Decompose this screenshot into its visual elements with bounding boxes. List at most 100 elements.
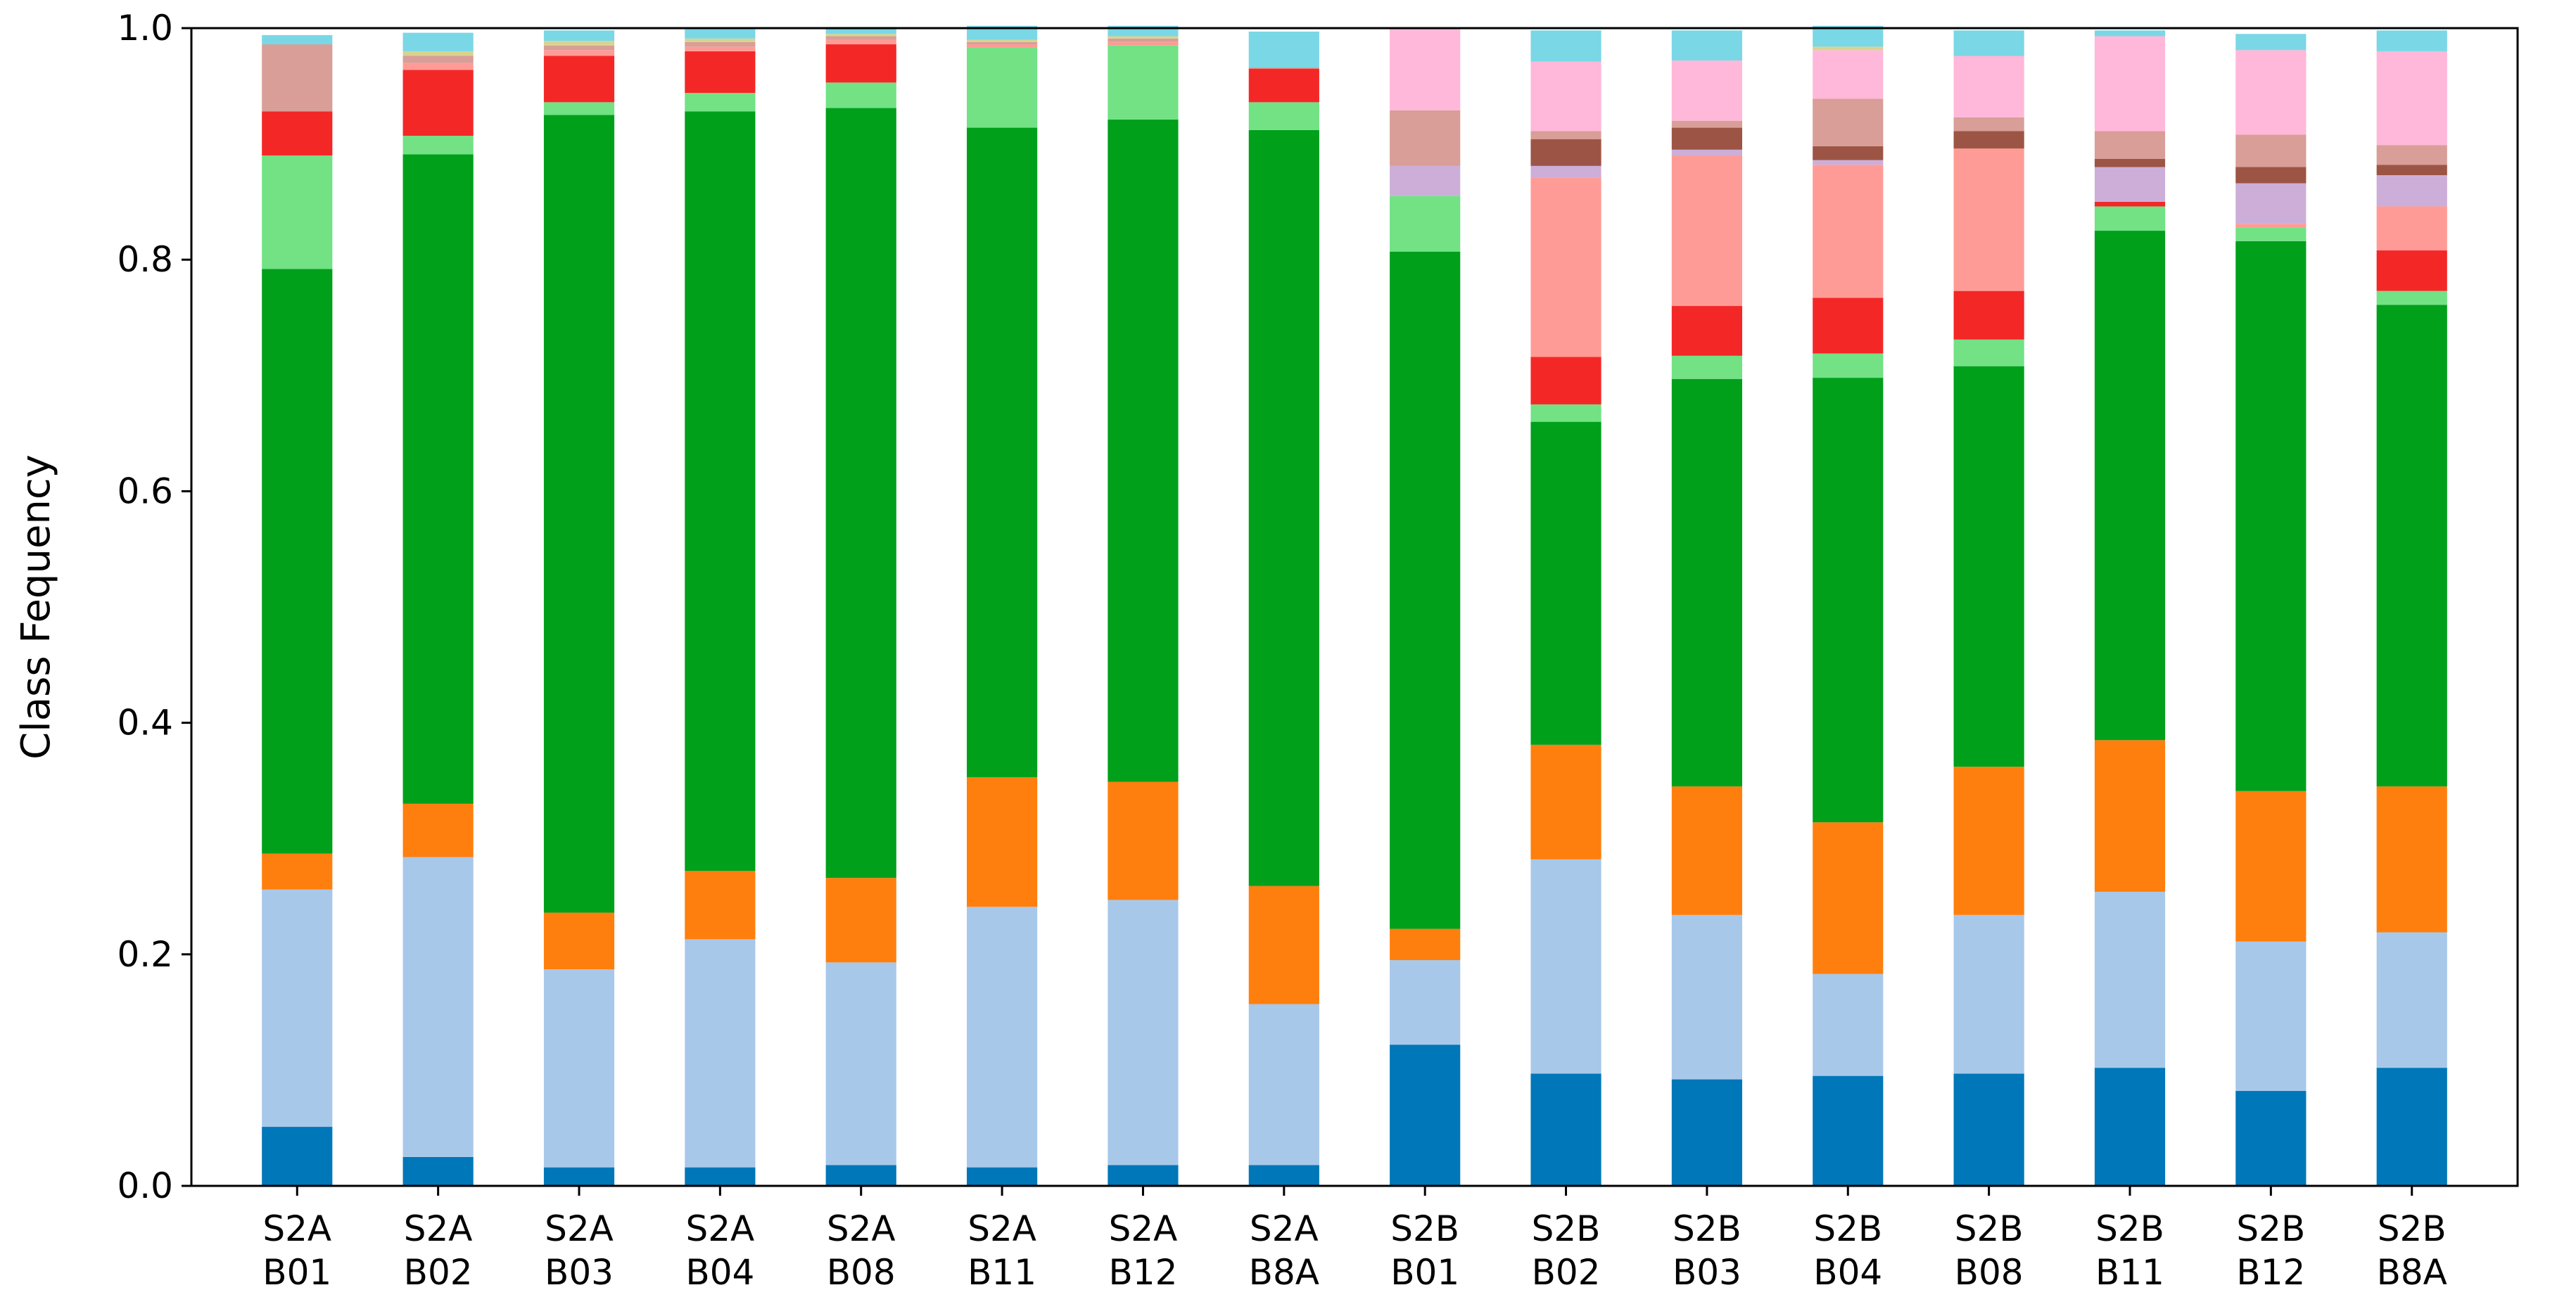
bar-segment-class-1-s2b-b04: [1813, 1075, 1884, 1186]
x-tick-label: S2B: [1390, 1208, 1459, 1249]
bar-segment-class-3-s2b-b02: [1530, 744, 1601, 860]
bar-segment-class-10-s2a-b8a: [1248, 67, 1319, 69]
bar-segment-class-2-s2a-b02: [402, 857, 474, 1157]
x-tick-label: S2B: [2236, 1208, 2305, 1249]
bar-segment-class-2-s2a-b08: [825, 962, 896, 1165]
bar-segment-class-12-s2a-b03: [543, 41, 615, 46]
bar-segment-class-2-s2b-b04: [1813, 973, 1884, 1076]
bar-segment-class-5-s2a-b01: [262, 155, 333, 269]
bar-segment-class-1-s2b-b08: [1953, 1073, 2024, 1186]
bar-segment-class-2-s2b-b08: [1953, 914, 2024, 1074]
x-tick-label: B01: [1390, 1252, 1459, 1293]
bar-segment-class-13-s2a-b01: [262, 34, 333, 45]
bar-segment-class-5-s2a-b11: [967, 47, 1038, 128]
bar-segment-class-6-s2a-b8a: [1248, 68, 1319, 103]
x-tick-label: S2A: [404, 1208, 473, 1249]
bar-segment-class-8-s2b-b04: [1813, 160, 1884, 165]
bar-segment-class-4-s2a-b11: [967, 127, 1038, 777]
bar-segment-class-11-s2b-b03: [1671, 60, 1742, 121]
bar-segment-class-6-s2a-b01: [262, 111, 333, 156]
bar-segment-class-2-s2b-b8a: [2376, 932, 2447, 1068]
bar-segment-class-10-s2a-b02: [402, 56, 474, 63]
x-tick-label: S2B: [1955, 1208, 2024, 1249]
y-tick-label: 0.8: [117, 239, 173, 280]
x-tick-label: B03: [1673, 1252, 1741, 1293]
bar-segment-class-1-s2a-b8a: [1248, 1165, 1319, 1186]
bar-segment-class-2-s2b-b12: [2235, 941, 2307, 1092]
bar-segment-class-3-s2a-b11: [967, 777, 1038, 907]
bar-segment-class-2-s2b-b02: [1530, 859, 1601, 1074]
bar-segment-class-10-s2b-b11: [2094, 131, 2166, 159]
bar-segment-class-9-s2b-b02: [1530, 139, 1601, 166]
x-tick-label: S2B: [2378, 1208, 2447, 1249]
bar-segment-class-3-s2a-b12: [1108, 781, 1179, 900]
bar-segment-class-7-s2b-b04: [1813, 165, 1884, 298]
bar-segment-class-4-s2b-b02: [1530, 421, 1601, 745]
y-axis: 0.0 0.2 0.4 0.6 0.8 1.0: [117, 8, 191, 1206]
bar-segment-class-1-s2b-b12: [2235, 1091, 2307, 1186]
bars-layer: [262, 25, 2447, 1186]
x-tick-label: B12: [1108, 1252, 1177, 1293]
bar-segment-class-10-s2a-b03: [543, 45, 615, 51]
bar-segment-class-4-s2b-b12: [2235, 241, 2307, 791]
bar-segment-class-12-s2a-b08: [825, 34, 896, 37]
bar-segment-class-4-s2b-b08: [1953, 366, 2024, 767]
bar-segment-class-8-s2b-b11: [2094, 167, 2166, 202]
bar-segment-class-3-s2b-b03: [1671, 786, 1742, 915]
bar-segment-class-5-s2b-b11: [2094, 206, 2166, 231]
bar-segment-class-1-s2a-b01: [262, 1127, 333, 1186]
bar-segment-class-13-s2b-b8a: [2376, 30, 2447, 51]
bar-segment-class-11-s2b-b08: [1953, 56, 2024, 117]
bar-segment-class-10-s2a-b12: [1108, 38, 1179, 42]
bar-segment-class-1-s2b-b03: [1671, 1079, 1742, 1186]
bar-segment-class-6-s2b-b11: [2094, 201, 2166, 207]
bar-segment-class-5-s2b-b01: [1390, 196, 1461, 252]
bar-segment-class-2-s2a-b12: [1108, 900, 1179, 1165]
bar-segment-class-3-s2b-b8a: [2376, 786, 2447, 933]
bar-segment-class-4-s2b-b01: [1390, 251, 1461, 929]
bar-segment-class-8-s2b-b02: [1530, 165, 1601, 178]
bar-segment-class-10-s2b-b8a: [2376, 145, 2447, 165]
bar-segment-class-5-s2a-b04: [685, 93, 756, 112]
bar-segment-class-6-s2b-b8a: [2376, 250, 2447, 291]
x-tick-label: S2A: [827, 1208, 896, 1249]
bar-segment-class-10-s2b-b03: [1671, 120, 1742, 128]
bar-segment-class-10-s2b-b08: [1953, 117, 2024, 132]
bar-segment-class-9-s2b-b11: [2094, 159, 2166, 167]
x-tick-label: S2B: [1532, 1208, 1601, 1249]
bar-segment-class-6-s2b-b08: [1953, 290, 2024, 340]
bar-segment-class-13-s2a-b11: [967, 25, 1038, 40]
bar-segment-class-7-s2b-b12: [2235, 224, 2307, 228]
bar-segment-class-7-s2b-b03: [1671, 155, 1742, 307]
x-tick-label: S2A: [545, 1208, 614, 1249]
bar-segment-class-4-s2b-b03: [1671, 378, 1742, 787]
bar-segment-class-3-s2a-b03: [543, 912, 615, 970]
x-tick-label: B04: [685, 1252, 754, 1293]
bar-segment-class-4-s2a-b08: [825, 108, 896, 879]
bar-segment-class-7-s2a-b12: [1108, 41, 1179, 46]
y-tick-label: 0.0: [117, 1165, 173, 1206]
x-tick-label: S2A: [1109, 1208, 1178, 1249]
bar-segment-class-13-s2a-b08: [825, 27, 896, 34]
bar-segment-class-1-s2a-b12: [1108, 1165, 1179, 1186]
bar-segment-class-12-s2a-b04: [685, 38, 756, 42]
bar-segment-class-3-s2b-b11: [2094, 740, 2166, 892]
bar-segment-class-6-s2b-b03: [1671, 306, 1742, 356]
bar-segment-class-4-s2a-b12: [1108, 120, 1179, 782]
bar-segment-class-1-s2a-b08: [825, 1165, 896, 1186]
bar-segment-class-7-s2b-b8a: [2376, 206, 2447, 251]
bar-segment-class-5-s2b-b8a: [2376, 290, 2447, 305]
bar-segment-class-13-s2b-b11: [2094, 30, 2166, 37]
bar-segment-class-8-s2b-b8a: [2376, 175, 2447, 207]
bar-segment-class-2-s2a-b04: [685, 939, 756, 1168]
bar-segment-class-5-s2a-b02: [402, 136, 474, 155]
y-axis-title: Class Fequency: [13, 454, 59, 760]
bar-segment-class-2-s2a-b01: [262, 889, 333, 1127]
bar-segment-class-1-s2b-b01: [1390, 1045, 1461, 1186]
x-tick-label: B02: [404, 1252, 473, 1293]
plot-frame: [190, 27, 2519, 1187]
bar-segment-class-5-s2b-b12: [2235, 227, 2307, 241]
bar-segment-class-7-s2a-b03: [543, 50, 615, 56]
bar-segment-class-3-s2a-b02: [402, 803, 474, 857]
